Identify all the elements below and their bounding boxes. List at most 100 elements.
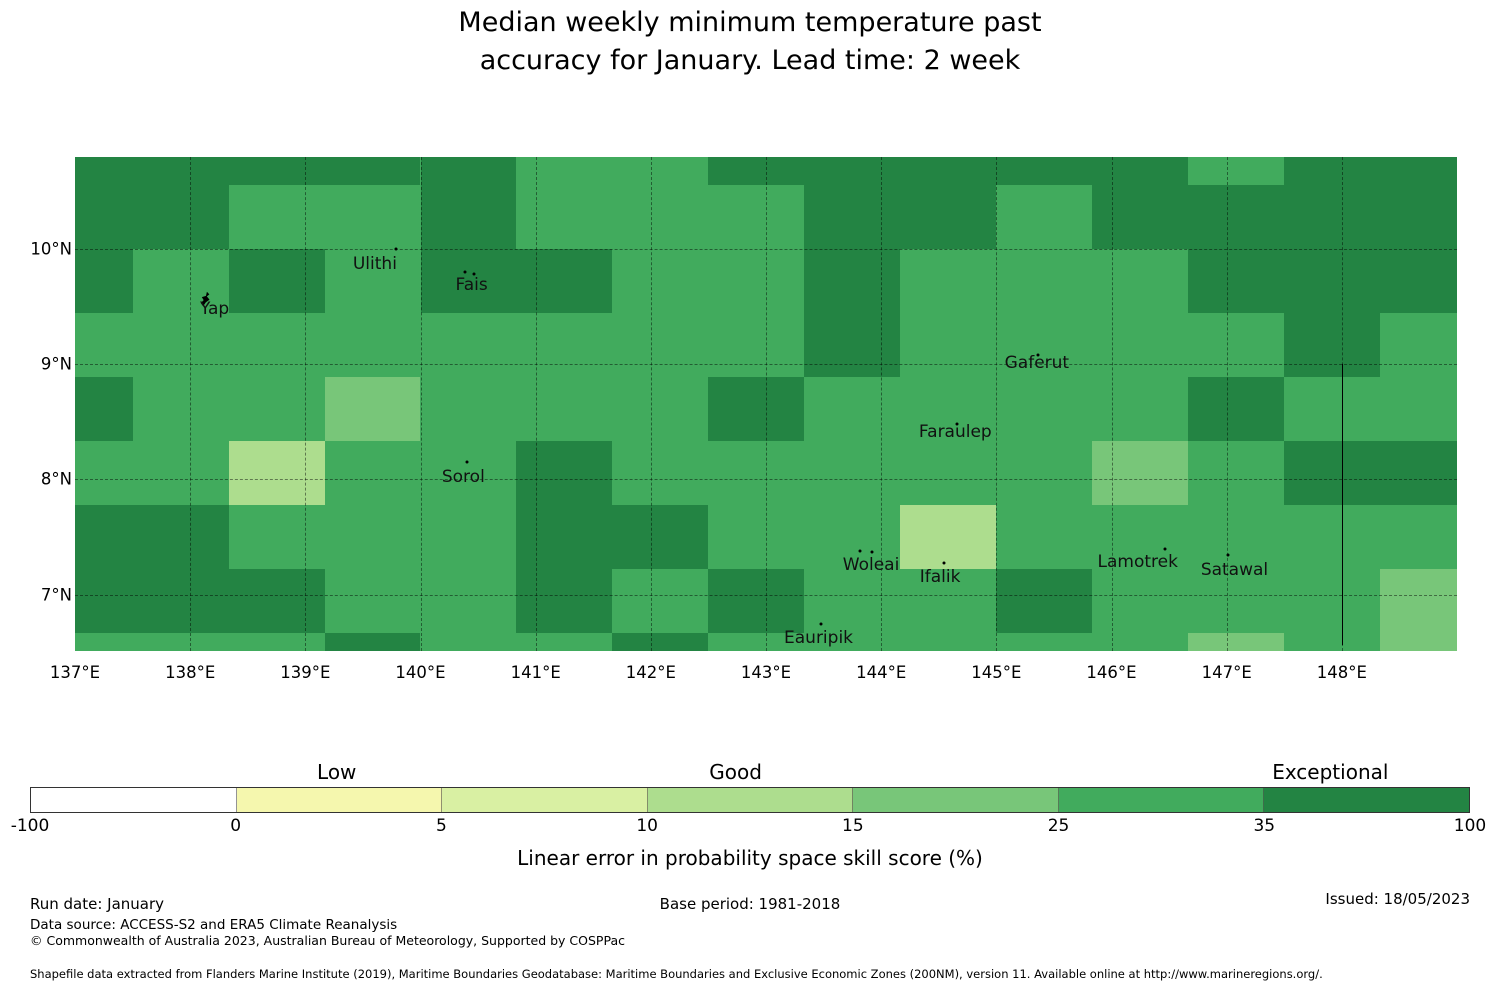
longitude-gridline: [650, 157, 652, 651]
heatmap-cell: [324, 313, 421, 378]
heatmap-cell: [420, 377, 517, 442]
heatmap-cell: [324, 441, 421, 505]
island-dot: [1163, 547, 1167, 551]
heatmap-cell: [75, 441, 133, 505]
x-tick-label: 148°E: [1316, 663, 1367, 682]
heatmap-cell: [900, 504, 997, 569]
longitude-gridline: [1111, 157, 1113, 651]
heatmap-cell: [228, 632, 325, 651]
longitude-gridline: [305, 157, 307, 651]
heatmap-cell: [228, 249, 325, 314]
heatmap-cell: [228, 185, 325, 250]
x-tick-label: 140°E: [395, 663, 446, 682]
x-tick-label: 137°E: [49, 663, 101, 682]
heatmap-cell: [75, 185, 133, 250]
island-dot: [1226, 553, 1230, 557]
title-line-2: accuracy for January. Lead time: 2 week: [479, 45, 1021, 76]
heatmap-cell: [324, 377, 421, 442]
heatmap-cell: [1380, 441, 1457, 505]
title-line-1: Median weekly minimum temperature past: [458, 7, 1042, 38]
heatmap-cell: [708, 157, 805, 186]
heatmap-cell: [900, 632, 997, 651]
longitude-gridline: [420, 157, 422, 651]
x-tick-label: 141°E: [510, 663, 561, 682]
colorbar-segment: [1058, 788, 1265, 812]
page-title: Median weekly minimum temperature past a…: [0, 4, 1500, 80]
heatmap-cell: [708, 185, 805, 250]
data-source-text: Data source: ACCESS-S2 and ERA5 Climate …: [30, 917, 398, 933]
longitude-gridline: [766, 157, 767, 651]
heatmap-cell: [324, 504, 421, 569]
heatmap-cell: [75, 632, 133, 651]
heatmap-cell: [75, 377, 133, 442]
heatmap-cell: [420, 632, 517, 651]
heatmap-cell: [1380, 632, 1457, 651]
heatmap-cell: [324, 632, 421, 651]
heatmap-cell: [900, 313, 997, 378]
heatmap-cell: [228, 568, 325, 633]
heatmap-cell: [516, 377, 613, 442]
island-dot: [472, 272, 476, 276]
heatmap-cell: [804, 185, 901, 250]
heatmap-cell: [996, 504, 1093, 569]
y-tick-label: 10°N: [30, 239, 72, 259]
heatmap-cell: [132, 441, 229, 505]
heatmap-cell: [1380, 377, 1457, 442]
heatmap-cell: [996, 313, 1093, 378]
heatmap-cell: [1284, 377, 1381, 442]
heatmap-cell: [1188, 441, 1285, 505]
x-tick-label: 143°E: [740, 663, 792, 682]
heatmap-cell: [900, 157, 997, 186]
island-label: Fais: [455, 274, 488, 295]
heatmap-cell: [708, 249, 805, 314]
island-label: Gaferut: [1004, 352, 1070, 373]
longitude-gridline: [881, 157, 883, 651]
x-tick-label: 145°E: [971, 663, 1022, 682]
heatmap-cell: [1092, 377, 1189, 442]
heatmap-cell: [1284, 632, 1381, 651]
heatmap-cell: [1188, 377, 1285, 442]
heatmap-cell: [1284, 504, 1381, 569]
heatmap-cell: [1188, 249, 1285, 314]
longitude-gridline: [190, 157, 192, 651]
heatmap-cell: [324, 157, 421, 186]
colorbar-tick-label: 0: [230, 816, 242, 836]
issued-date-text: Issued: 18/05/2023: [1325, 890, 1470, 908]
heatmap-cell: [1188, 568, 1285, 633]
island-dot: [394, 247, 398, 251]
heatmap-cell: [228, 377, 325, 442]
heatmap-cell: [132, 185, 229, 250]
heatmap-cell: [228, 441, 325, 505]
heatmap-cell: [804, 157, 901, 186]
heatmap-cell: [420, 504, 517, 569]
heatmap-cell: [1092, 313, 1189, 378]
island-label: Satawal: [1200, 559, 1269, 580]
colorbar-tick-label: 5: [436, 816, 447, 836]
heatmap-cell: [612, 249, 709, 314]
island-dot: [942, 561, 946, 565]
latitude-gridline: [75, 479, 1457, 481]
heatmap-cell: [996, 377, 1093, 442]
heatmap-cell: [996, 157, 1093, 186]
heatmap-cell: [612, 157, 709, 186]
heatmap-cell: [900, 377, 997, 442]
island-dot: [465, 460, 469, 464]
heatmap-cell: [75, 249, 133, 314]
heatmap-cell: [75, 568, 133, 633]
heatmap-cell: [900, 441, 997, 505]
heatmap-cell: [516, 632, 613, 651]
colorbar-tick-label: 25: [1047, 816, 1070, 836]
heatmap-cell: [708, 377, 805, 442]
heatmap-cell: [132, 249, 229, 314]
run-date-text: Run date: January: [30, 895, 165, 913]
heatmap-cell: [1188, 313, 1285, 378]
heatmap-cell: [516, 441, 613, 505]
heatmap-cell: [324, 185, 421, 250]
longitude-gridline: [1226, 157, 1228, 651]
island-dot: [870, 550, 874, 554]
heatmap-cell: [1380, 249, 1457, 314]
heatmap-cell: [996, 568, 1093, 633]
y-tick-label: 9°N: [40, 354, 72, 374]
heatmap-cell: [420, 249, 517, 314]
skill-score-heatmap: Ulithi Fais Yap Gaferut Faraulep Sorol Woleai I…: [75, 157, 1457, 651]
